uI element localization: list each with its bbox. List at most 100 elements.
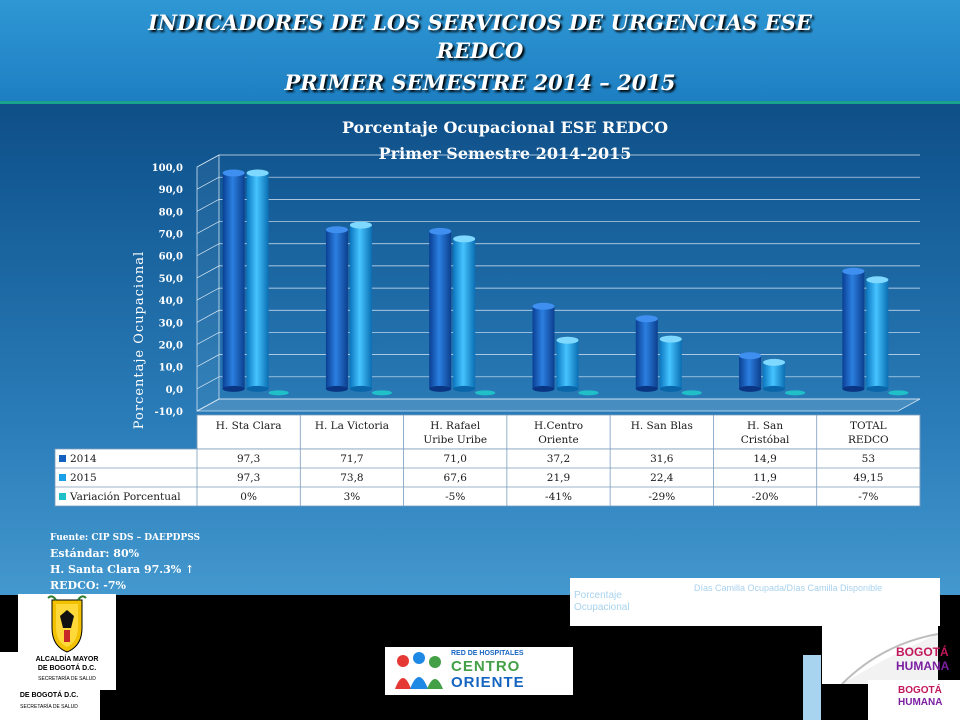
red-logo-line-2: CENTRO <box>451 658 521 675</box>
gridline <box>196 243 920 257</box>
bar-2014 <box>842 271 865 389</box>
y-axis-label: Porcentaje Ocupacional <box>132 251 147 429</box>
gridline <box>196 199 920 212</box>
bar-2015-cap <box>453 235 476 243</box>
bar-variation <box>578 390 599 396</box>
data-label: 71,7 <box>340 453 363 465</box>
title-line-3: PRIMER SEMESTRE 2014 – 2015 <box>284 70 676 95</box>
legend-entry: Variación Porcentual <box>69 491 181 503</box>
bar-2014-cap <box>222 169 245 177</box>
data-label: 3% <box>344 491 361 503</box>
alcaldia-logo: ALCALDÍA MAYOR DE BOGOTÁ D.C. SECRETARÍA… <box>18 594 116 690</box>
gridline <box>196 398 920 412</box>
chart-notes: Fuente: CIP SDS – DAEPDPSS Estándar: 80%… <box>50 530 200 594</box>
category-label: H. La Victoria <box>315 420 389 432</box>
alcaldia-line-2: DE BOGOTÁ D.C. <box>37 665 97 672</box>
total-note: REDCO: -7% <box>50 579 126 592</box>
alcaldia-line-3: SECRETARÍA DE SALUD <box>38 676 96 682</box>
data-label: 0% <box>240 491 257 503</box>
bar-2014-base <box>532 385 555 392</box>
category-label: TOTAL <box>850 420 887 432</box>
standard-note: Estándar: 80% <box>50 547 140 560</box>
bar-2015-base <box>659 385 682 392</box>
data-label: 71,0 <box>444 453 467 465</box>
bar-2015 <box>556 340 579 389</box>
source-note: Fuente: CIP SDS – DAEPDPSS <box>50 533 201 543</box>
alcaldia-line-1: ALCALDÍA MAYOR <box>35 656 99 663</box>
y-tick-label: 30,0 <box>159 318 183 329</box>
bogota-humana-logo-echo: BOGOTÁ HUMANA <box>868 680 960 720</box>
bogota-line-1: BOGOTÁ <box>896 645 949 659</box>
category-label: H. San Blas <box>631 420 693 432</box>
category-label: H. San <box>747 420 783 432</box>
decorative-strip <box>803 655 821 720</box>
highlight-note: H. Santa Clara 97.3% ↑ <box>50 563 195 576</box>
coat-of-arms-icon <box>47 595 87 653</box>
bogota-echo-line-1: BOGOTÁ <box>898 685 942 696</box>
data-label: -41% <box>545 491 572 503</box>
chart-title: Porcentaje Ocupacional ESE REDCO <box>342 118 668 137</box>
bar-2015-cap <box>659 335 682 343</box>
y-tick-label: 50,0 <box>159 274 183 285</box>
definition-formula: Días Camilla Ocupada/Días Camilla Dispon… <box>694 583 883 593</box>
y-tick-label: 80,0 <box>159 207 183 218</box>
y-tick-label: 40,0 <box>159 296 183 307</box>
bar-2014-cap <box>429 227 452 235</box>
bar-2014 <box>222 172 245 389</box>
bar-2015 <box>453 238 476 389</box>
data-label: -5% <box>445 491 465 503</box>
legend-entry: 2014 <box>70 453 97 465</box>
category-label: H. Rafael <box>430 420 481 432</box>
data-label: 97,3 <box>237 472 260 484</box>
gridline <box>196 376 920 390</box>
y-tick-label: 10,0 <box>159 363 183 374</box>
data-label: 37,2 <box>547 453 570 465</box>
data-label: 67,6 <box>444 472 468 484</box>
data-label: 73,8 <box>340 472 363 484</box>
definition-term: Porcentaje Ocupacional <box>574 590 630 613</box>
category-label: H. Sta Clara <box>216 420 282 432</box>
title-band: INDICADORES DE LOS SERVICIOS DE URGENCIA… <box>0 0 960 104</box>
bogota-humana-logo: BOGOTÁ HUMANA <box>822 594 949 684</box>
y-tick-label: 20,0 <box>159 340 183 351</box>
bogota-line-2: HUMANA <box>896 659 950 673</box>
bar-2014 <box>635 318 658 389</box>
bar-2015 <box>866 279 889 389</box>
data-label: 31,6 <box>650 453 674 465</box>
data-label: -29% <box>648 491 675 503</box>
bar-2014 <box>532 306 555 389</box>
occupancy-chart: Porcentaje Ocupacional ESE REDCO Primer S… <box>54 118 921 507</box>
legend-swatch <box>59 474 66 481</box>
bar-2014-base <box>842 385 865 392</box>
category-label: Oriente <box>538 434 578 446</box>
title-line-1: INDICADORES DE LOS SERVICIOS DE URGENCIA… <box>148 10 812 35</box>
category-label: REDCO <box>848 434 889 446</box>
bar-variation <box>785 390 806 396</box>
chart-floor <box>196 398 921 412</box>
bar-2014-cap <box>739 352 762 360</box>
data-label: 14,9 <box>753 453 776 465</box>
data-label: 53 <box>862 453 875 465</box>
side-wall <box>196 154 220 412</box>
red-logo-line-3: ORIENTE <box>451 674 525 691</box>
y-tick-label: -10,0 <box>154 407 183 418</box>
bar-2015-base <box>866 385 889 392</box>
bar-2015-base <box>246 385 269 392</box>
people-icon <box>395 652 443 689</box>
bar-2014 <box>429 231 452 389</box>
bar-variation <box>371 390 392 396</box>
bar-2015 <box>246 172 269 389</box>
bar-2015-base <box>349 385 372 392</box>
data-label: 49,15 <box>853 472 883 484</box>
chart-subtitle: Primer Semestre 2014-2015 <box>379 144 632 163</box>
bar-2015-base <box>763 385 786 392</box>
data-label: -20% <box>752 491 779 503</box>
bar-2014-base <box>325 385 348 392</box>
bar-2014-base <box>222 385 245 392</box>
gridline <box>196 154 920 168</box>
y-tick-label: 100,0 <box>152 163 183 174</box>
bar-variation <box>888 390 909 396</box>
bar-2015 <box>659 339 682 389</box>
bar-2015 <box>763 362 786 389</box>
bar-2015-cap <box>866 276 889 284</box>
